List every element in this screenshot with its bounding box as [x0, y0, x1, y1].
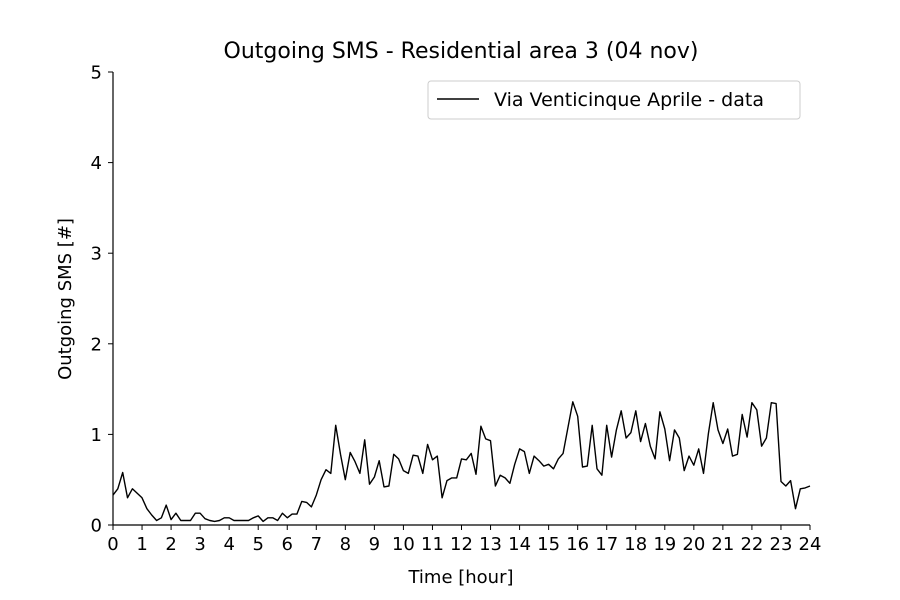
- x-tick-label: 15: [537, 534, 560, 555]
- x-tick-label: 1: [136, 534, 147, 555]
- x-tick-label: 22: [740, 534, 763, 555]
- x-tick-label: 19: [653, 534, 676, 555]
- x-tick-label: 2: [165, 534, 176, 555]
- x-tick-label: 23: [770, 534, 793, 555]
- x-tick-label: 9: [369, 534, 380, 555]
- series-line: [112, 401, 811, 523]
- x-tick-label: 5: [252, 534, 263, 555]
- x-axis-ticks: 0 1 2 3 4 5 6 7 8 9 10 11 12 13 14 15 16 17 18 19 20 21 22 23 24: [107, 525, 821, 555]
- y-axis-ticks: 0 1 2 3 4 5: [91, 63, 113, 537]
- y-tick-label: 3: [91, 244, 102, 265]
- x-tick-label: 0: [107, 534, 118, 555]
- x-tick-label: 10: [392, 534, 415, 555]
- legend-box: [427, 80, 801, 120]
- y-tick-label: 2: [91, 334, 102, 355]
- x-tick-label: 17: [595, 534, 618, 555]
- x-tick-label: 11: [421, 534, 444, 555]
- x-tick-label: 3: [194, 534, 205, 555]
- x-tick-label: 7: [311, 534, 322, 555]
- x-tick-label: 8: [340, 534, 351, 555]
- x-tick-label: 6: [282, 534, 293, 555]
- legend-entry-label: Via Venticinque Aprile - data: [494, 89, 764, 111]
- x-tick-label: 14: [508, 534, 531, 555]
- y-tick-label: 5: [91, 63, 102, 84]
- legend: Via Venticinque Aprile - data: [427, 80, 801, 120]
- y-tick-label: 4: [91, 153, 102, 174]
- x-tick-label: 4: [223, 534, 234, 555]
- x-tick-label: 16: [566, 534, 589, 555]
- y-axis-label: Outgoing SMS [#]: [55, 218, 76, 380]
- x-tick-label: 13: [479, 534, 502, 555]
- x-tick-label: 24: [799, 534, 822, 555]
- y-tick-label: 1: [91, 425, 102, 446]
- chart-title: Outgoing SMS - Residential area 3 (04 no…: [224, 39, 699, 64]
- x-tick-label: 21: [711, 534, 734, 555]
- x-tick-label: 12: [450, 534, 473, 555]
- plot-area: [112, 401, 811, 523]
- x-tick-label: 18: [624, 534, 647, 555]
- y-tick-label: 0: [91, 516, 102, 537]
- x-axis-label: Time [hour]: [407, 567, 513, 588]
- x-tick-label: 20: [682, 534, 705, 555]
